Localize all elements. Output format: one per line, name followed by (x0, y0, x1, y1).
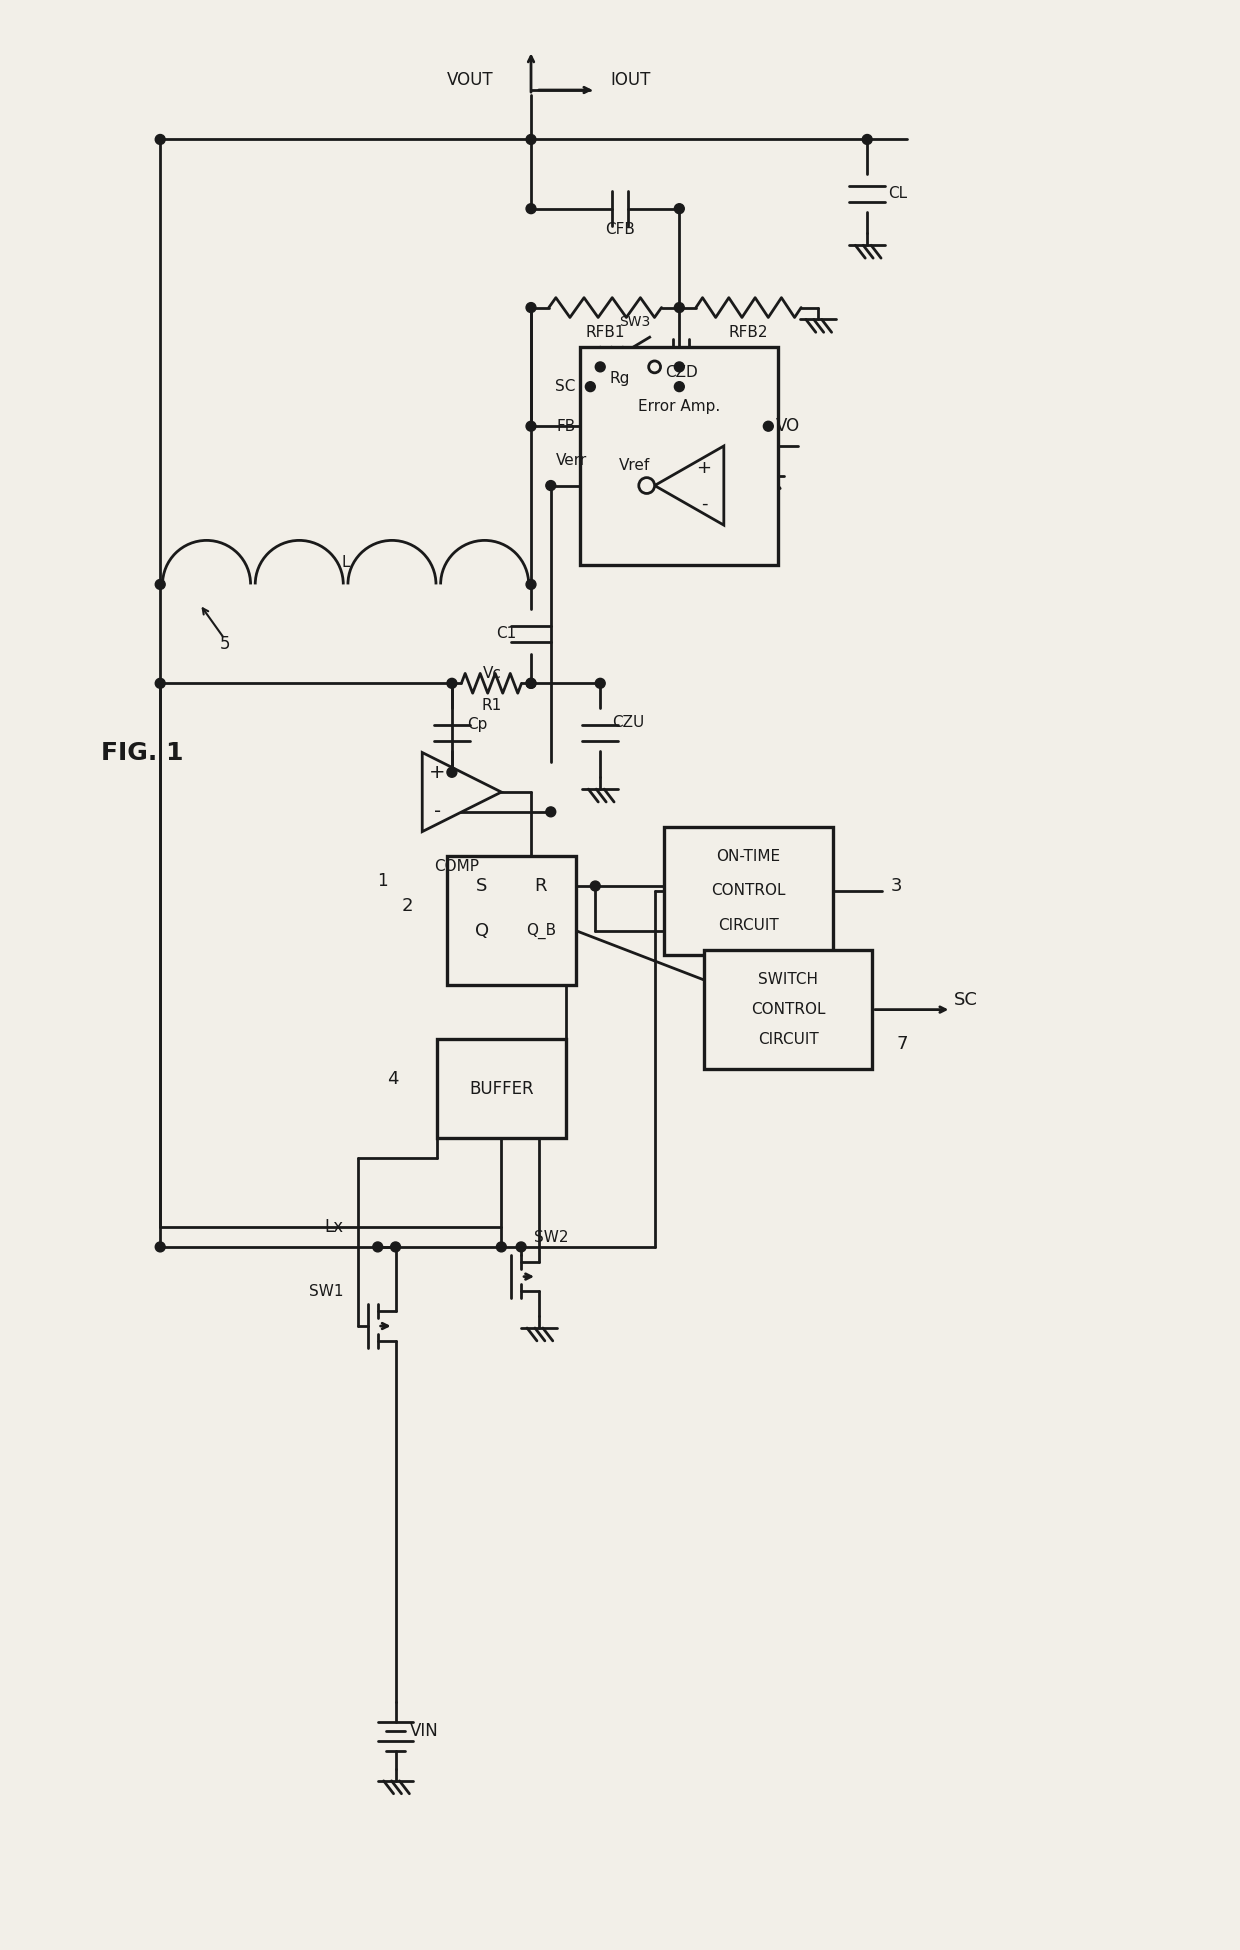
Circle shape (516, 1242, 526, 1252)
Circle shape (446, 768, 456, 778)
Text: Error Amp.: Error Amp. (639, 400, 720, 413)
Text: CFB: CFB (605, 222, 635, 238)
Text: Rg: Rg (610, 370, 630, 386)
Text: 6: 6 (642, 478, 651, 493)
Bar (665, 827, 832, 956)
Text: FB: FB (557, 419, 575, 433)
Text: R: R (534, 878, 547, 895)
Circle shape (675, 302, 684, 312)
Text: 2: 2 (402, 897, 413, 915)
Circle shape (595, 679, 605, 688)
Circle shape (526, 679, 536, 688)
Circle shape (155, 1242, 165, 1252)
Text: CZU: CZU (613, 716, 645, 731)
Circle shape (155, 135, 165, 144)
Text: 3: 3 (892, 878, 903, 895)
Circle shape (526, 679, 536, 688)
Text: VO: VO (776, 417, 800, 435)
Circle shape (595, 363, 605, 372)
Circle shape (585, 382, 595, 392)
Text: 4: 4 (387, 1071, 398, 1088)
Circle shape (391, 1242, 401, 1252)
Text: R1: R1 (481, 698, 502, 712)
Text: Cp: Cp (466, 718, 487, 733)
Text: CONTROL: CONTROL (712, 883, 786, 899)
Text: Vref: Vref (619, 458, 650, 474)
Circle shape (862, 135, 872, 144)
Circle shape (590, 881, 600, 891)
Text: COMP: COMP (434, 858, 480, 874)
Circle shape (675, 203, 684, 214)
Circle shape (526, 579, 536, 589)
Bar (580, 347, 779, 566)
Text: CONTROL: CONTROL (751, 1002, 826, 1018)
Circle shape (649, 361, 661, 372)
Text: +: + (429, 762, 445, 782)
Text: FIG. 1: FIG. 1 (100, 741, 184, 764)
Bar (446, 856, 575, 985)
Polygon shape (655, 447, 724, 525)
Circle shape (546, 807, 556, 817)
Text: Q: Q (475, 922, 489, 940)
Text: Verr: Verr (556, 452, 587, 468)
Circle shape (496, 1242, 506, 1252)
Text: -: - (434, 801, 440, 821)
Text: S: S (476, 878, 487, 895)
Text: Lx: Lx (324, 1219, 343, 1236)
Circle shape (526, 302, 536, 312)
Circle shape (764, 421, 774, 431)
Text: BUFFER: BUFFER (469, 1080, 533, 1098)
Bar (704, 950, 872, 1069)
Text: SW3: SW3 (619, 316, 651, 330)
Text: SC: SC (556, 378, 575, 394)
Text: CIRCUIT: CIRCUIT (758, 1032, 818, 1047)
Text: RFB1: RFB1 (585, 326, 625, 339)
Text: SC: SC (954, 991, 978, 1008)
Circle shape (373, 1242, 383, 1252)
Circle shape (546, 480, 556, 491)
Bar (436, 1039, 565, 1139)
Circle shape (639, 478, 655, 493)
Text: Q_B: Q_B (526, 922, 556, 938)
Circle shape (675, 382, 684, 392)
Circle shape (155, 579, 165, 589)
Text: +: + (697, 458, 712, 476)
Circle shape (526, 421, 536, 431)
Text: C1: C1 (496, 626, 517, 642)
Circle shape (526, 135, 536, 144)
Text: CZD: CZD (665, 365, 698, 380)
Text: CIRCUIT: CIRCUIT (718, 918, 779, 932)
Text: -: - (701, 495, 707, 513)
Circle shape (155, 679, 165, 688)
Circle shape (526, 203, 536, 214)
Text: Vc: Vc (482, 665, 501, 681)
Text: ON-TIME: ON-TIME (717, 848, 781, 864)
Text: VOUT: VOUT (446, 70, 494, 90)
Text: SW2: SW2 (533, 1230, 568, 1244)
Text: L: L (341, 556, 350, 569)
Text: CL: CL (888, 187, 908, 201)
Text: 7: 7 (897, 1035, 908, 1053)
Text: 1: 1 (377, 872, 388, 889)
Text: RFB2: RFB2 (729, 326, 769, 339)
Polygon shape (423, 753, 501, 831)
Text: 5: 5 (219, 636, 231, 653)
Text: SWITCH: SWITCH (758, 973, 818, 987)
Text: VIN: VIN (410, 1722, 439, 1741)
Text: SW1: SW1 (309, 1283, 343, 1299)
Text: IOUT: IOUT (610, 70, 651, 90)
Circle shape (446, 679, 456, 688)
Circle shape (675, 363, 684, 372)
